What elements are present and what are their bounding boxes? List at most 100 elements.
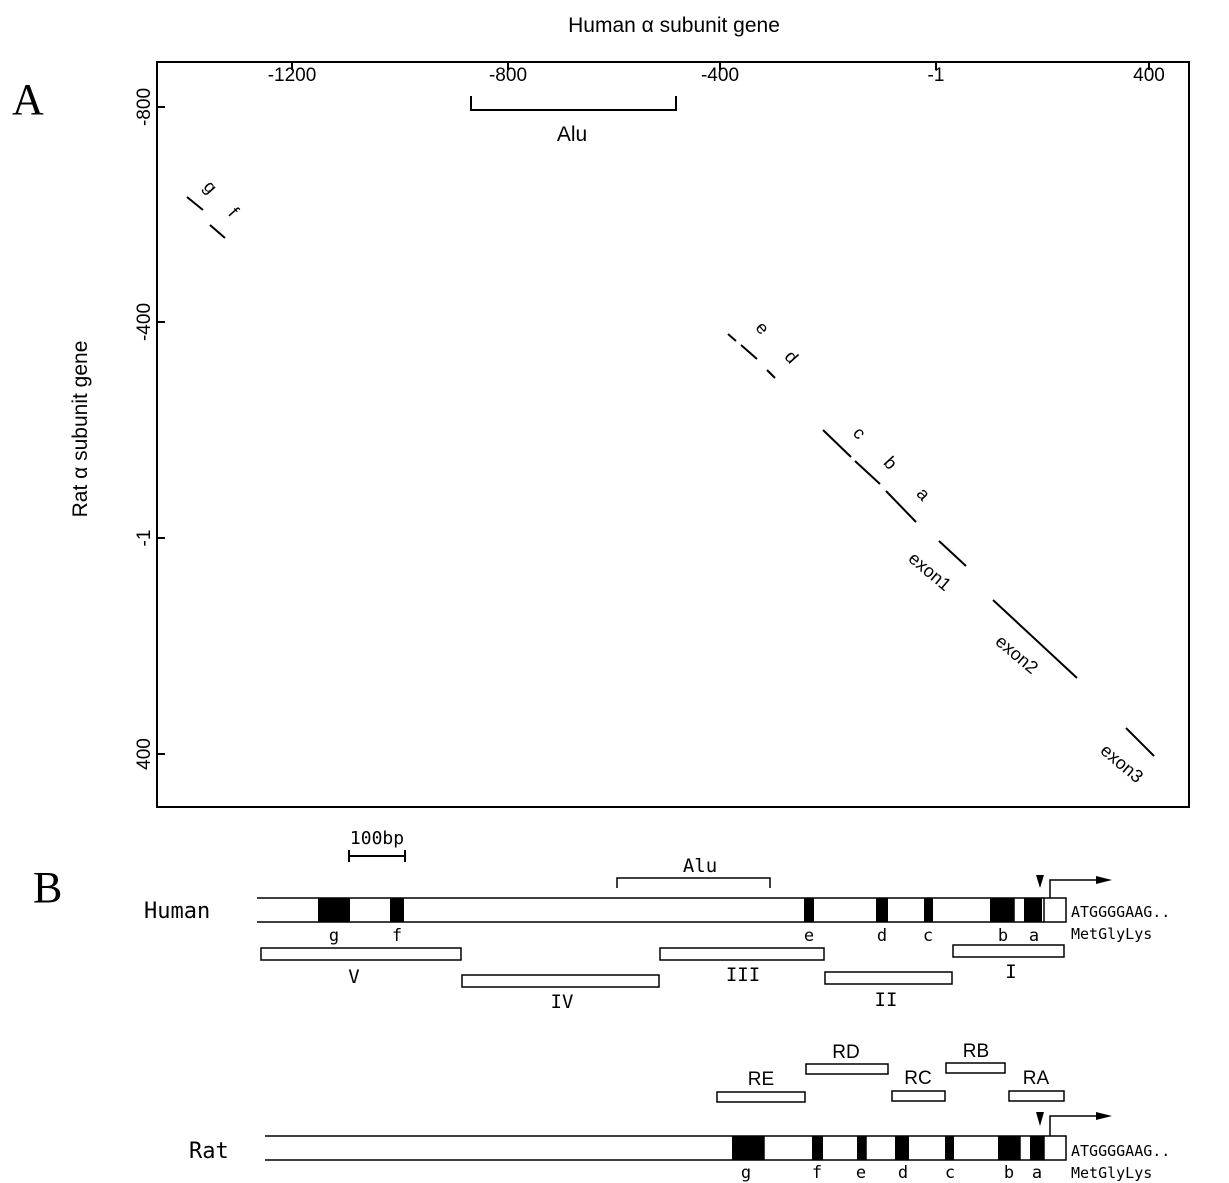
x-axis-title: Human α subunit gene (568, 14, 780, 37)
fragment-label: III (726, 964, 760, 986)
fragment-RC (891, 1090, 946, 1102)
human-element-a (1024, 898, 1042, 922)
human-element-label: a (1029, 926, 1039, 946)
segment-label-f: f (224, 203, 243, 221)
rat-protein: MetGlyLys (1071, 1164, 1152, 1182)
segment-e (727, 333, 737, 342)
human-element-label: c (923, 926, 933, 946)
rat-exon1-box (1043, 1135, 1067, 1161)
y-axis-title: Rat α subunit gene (69, 341, 92, 518)
y-tick-label: 400 (134, 738, 155, 770)
fragment-RA (1008, 1090, 1065, 1102)
rat-element-e (857, 1136, 866, 1160)
rat-sequence: ATGGGGAAG.. (1071, 1142, 1170, 1160)
rat-label: Rat (189, 1139, 229, 1164)
fragment-label: I (1005, 961, 1016, 983)
similarity-segments (186, 196, 1155, 757)
scale-label: 100bp (350, 828, 404, 849)
segment-b (854, 460, 881, 485)
x-tick-label: -1 (928, 65, 945, 86)
x-tick-label: -1200 (268, 65, 317, 86)
y-ticks (157, 106, 165, 755)
segment-exon1 (938, 540, 967, 567)
fragment-III (659, 947, 825, 961)
rat-element-c (945, 1136, 954, 1160)
rat-element-f (812, 1136, 823, 1160)
fragment-V (260, 947, 462, 961)
rat-gene-map (265, 1112, 1112, 1161)
y-tick-label: -400 (134, 303, 155, 341)
x-ticks (291, 62, 1150, 70)
x-tick-label: -400 (701, 65, 739, 86)
segment-label-d: d (781, 347, 803, 368)
segment-label-exon3: exon3 (1097, 740, 1147, 787)
human-tss-arrowhead (1036, 875, 1044, 888)
human-element-d (876, 898, 888, 922)
x-tick-label: -800 (489, 65, 527, 86)
segment-f (209, 224, 226, 239)
scale-bar (348, 850, 406, 862)
x-tick-label: 400 (1133, 65, 1165, 86)
human-sequence: ATGGGGAAG.. (1071, 903, 1170, 921)
human-alu-bracket (616, 877, 771, 888)
fragment-IV (461, 974, 660, 988)
segment-c (822, 429, 852, 458)
rat-element-label: g (741, 1163, 751, 1183)
rat-element-label: e (856, 1163, 866, 1183)
rat-tss-arrow-tip (1096, 1112, 1112, 1120)
rat-element-a (1030, 1136, 1044, 1160)
panel-b-label: B (33, 863, 62, 912)
fragment-label: RC (904, 1068, 931, 1089)
segment-label-c: c (849, 423, 870, 443)
rat-element-g (732, 1136, 764, 1160)
fragment-label: RB (963, 1041, 989, 1062)
human-gene-map (257, 875, 1112, 923)
human-protein: MetGlyLys (1071, 925, 1152, 943)
panel-a-label: A (12, 75, 44, 124)
dot-plot-frame (156, 61, 1190, 808)
fragment-label: RD (832, 1042, 859, 1063)
rat-element-label: a (1032, 1163, 1042, 1183)
segment-label-e: e (752, 318, 774, 339)
fragment-label: RA (1023, 1068, 1050, 1089)
y-tick-label: -1 (134, 530, 155, 547)
fragment-label: II (875, 989, 898, 1011)
segment-g (186, 196, 204, 211)
segment-label-a: a (913, 484, 935, 506)
segment-label-exon1: exon1 (905, 548, 955, 595)
human-element-label: d (877, 926, 887, 946)
segment-a (885, 490, 917, 523)
rat-element-b (998, 1136, 1020, 1160)
fragment-label: V (348, 966, 359, 988)
human-element-f (390, 898, 404, 922)
rat-tss-arrowhead (1036, 1112, 1044, 1126)
alu-label: Alu (557, 123, 587, 146)
human-fragments (260, 944, 1065, 988)
fragment-II (824, 971, 953, 985)
human-element-g (318, 898, 350, 922)
human-element-b (990, 898, 1014, 922)
segment-d (766, 369, 776, 379)
fragment-label: RE (748, 1069, 774, 1090)
segment-label-g: g (200, 177, 222, 198)
alu-bracket (470, 96, 677, 111)
fragment-RD (805, 1063, 889, 1075)
segment-exon2 (992, 599, 1078, 679)
rat-element-d (895, 1136, 909, 1160)
rat-element-label: c (945, 1163, 955, 1183)
human-element-label: f (392, 926, 402, 946)
human-element-label: g (329, 926, 339, 946)
human-label: Human (144, 899, 210, 924)
rat-element-label: b (1004, 1163, 1014, 1183)
human-element-label: b (998, 926, 1008, 946)
segment-label-b: b (880, 453, 902, 474)
rat-element-label: d (898, 1163, 908, 1183)
fragment-RE (716, 1091, 806, 1103)
fragment-RB (945, 1062, 1006, 1074)
y-tick-label: -800 (134, 88, 155, 126)
human-element-e (804, 898, 814, 922)
human-tss-arrow-tip (1096, 876, 1112, 884)
fragment-label: IV (551, 991, 574, 1013)
rat-element-label: f (812, 1163, 822, 1183)
